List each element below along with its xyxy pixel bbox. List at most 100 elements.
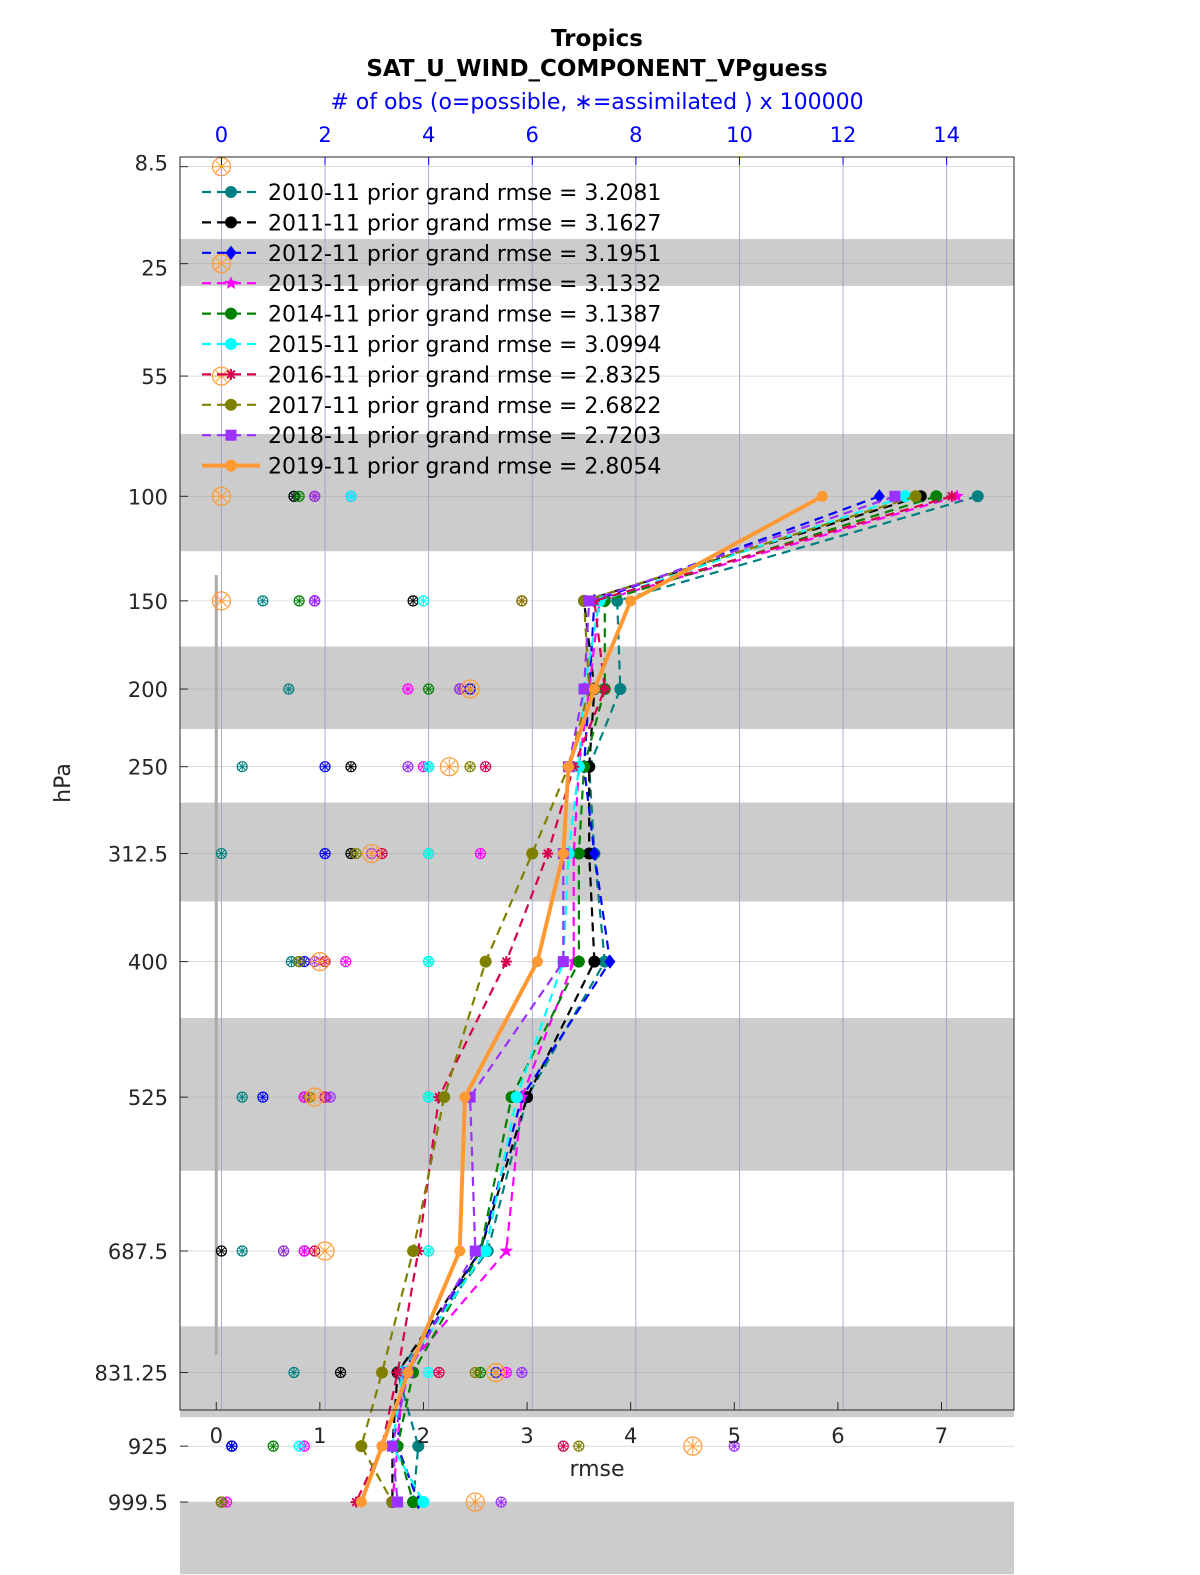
legend-marker [224, 276, 238, 289]
series-point-2017-11 [438, 1091, 451, 1104]
count-assimilated [216, 1497, 226, 1507]
asterisk-stroke [425, 850, 433, 858]
asterisk-stroke [425, 763, 433, 771]
asterisk-stroke [469, 1495, 482, 1509]
asterisk-stroke [425, 685, 433, 693]
series-point-2018-11 [889, 490, 901, 502]
count-assimilated [441, 758, 458, 775]
asterisk-stroke [559, 1442, 567, 1450]
count-assimilated [320, 762, 330, 772]
x-tick-label: 5 [728, 1424, 741, 1448]
asterisk-stroke [295, 492, 303, 500]
legend-entry: 2018-11 prior grand rmse = 2.7203 [268, 424, 661, 449]
count-possible [215, 1496, 228, 1508]
asterisk-stroke [259, 1093, 267, 1101]
count-assimilated [418, 596, 428, 606]
series-point-2010-11 [412, 1440, 425, 1453]
y-tick-label: 55 [141, 365, 168, 389]
asterisk-stroke [686, 1440, 699, 1453]
count-assimilated [424, 849, 434, 859]
count-possible [460, 679, 480, 699]
asterisk-stroke [290, 1368, 298, 1377]
count-possible [211, 254, 232, 274]
legend-marker [225, 459, 237, 472]
count-assimilated [465, 762, 475, 772]
series-point-2010-11 [971, 490, 984, 503]
series-point-2019-11 [563, 761, 575, 773]
count-assimilated [258, 596, 268, 606]
x-tick-label: 6 [831, 1424, 844, 1448]
asterisk-stroke [287, 958, 295, 966]
count-possible [236, 1245, 248, 1257]
legend-marker [225, 398, 237, 411]
count-assimilated [461, 680, 479, 698]
shaded-band [180, 1502, 1014, 1575]
asterisk-stroke [226, 369, 236, 379]
count-assimilated [310, 491, 320, 501]
asterisk-stroke [238, 763, 246, 771]
series-point-2014-11 [407, 1496, 420, 1509]
series-point-2015-11 [417, 1496, 430, 1509]
asterisk-stroke [259, 597, 267, 605]
count-possible [319, 761, 331, 773]
series-point-2012-11 [588, 846, 600, 861]
legend-marker [225, 368, 237, 380]
count-assimilated [496, 1497, 506, 1507]
count-possible [215, 847, 228, 860]
count-possible [324, 1091, 336, 1103]
count-possible [305, 1087, 325, 1107]
series-point-2019-11 [454, 1245, 466, 1257]
legend-entry: 2013-11 prior grand rmse = 3.1332 [268, 272, 661, 297]
count-assimilated [237, 1092, 247, 1102]
asterisk-stroke [730, 1442, 738, 1450]
asterisk-stroke [215, 490, 228, 503]
count-assimilated [216, 1246, 226, 1256]
legend-entry: 2015-11 prior grand rmse = 3.0994 [268, 333, 661, 358]
count-assimilated [336, 1368, 346, 1378]
series-point-2017-11 [376, 1366, 389, 1379]
count-possible [480, 761, 492, 773]
asterisk-stroke [464, 682, 477, 696]
count-assimilated [213, 488, 230, 505]
asterisk-stroke [215, 594, 228, 607]
count-possible [469, 1366, 481, 1379]
asterisk-stroke [947, 491, 957, 501]
count-possible [557, 1440, 569, 1452]
count-assimilated [227, 1441, 237, 1451]
series-point-2018-11 [578, 683, 590, 695]
asterisk-stroke [215, 160, 228, 173]
series-point-2015-11 [510, 1091, 523, 1104]
y-tick-label: 400 [128, 951, 168, 975]
legend-entry: 2014-11 prior grand rmse = 3.1387 [268, 303, 661, 328]
top-axis-label: # of obs (o=possible, ∗=assimilated ) x … [330, 90, 863, 115]
y-tick-label: 925 [128, 1435, 168, 1459]
top-tick-label: 8 [629, 123, 642, 147]
count-possible [226, 1440, 238, 1452]
count-assimilated [294, 596, 304, 606]
asterisk-stroke [489, 1366, 503, 1379]
legend-marker [225, 245, 237, 260]
asterisk-stroke [326, 1093, 334, 1101]
asterisk-stroke [321, 763, 329, 771]
count-possible [309, 595, 321, 607]
count-assimilated [311, 953, 328, 970]
legend-entry: 2011-11 prior grand rmse = 3.1627 [268, 211, 661, 236]
top-tick-label: 10 [726, 123, 753, 147]
observation-counts [211, 157, 740, 1512]
asterisk-stroke [466, 763, 474, 771]
count-possible [310, 951, 330, 972]
y-axis-label: hPa [51, 763, 76, 803]
count-assimilated [424, 762, 434, 772]
asterisk-stroke [295, 1442, 303, 1450]
asterisk-stroke [425, 1093, 433, 1101]
count-assimilated [403, 684, 413, 694]
series-point-2017-11 [355, 1440, 368, 1453]
asterisk-stroke [425, 958, 433, 966]
count-possible [288, 1366, 300, 1379]
asterisk-stroke [471, 1368, 479, 1377]
asterisk-stroke [228, 1442, 236, 1450]
series-point-2016-11 [599, 683, 611, 695]
count-assimilated [294, 1441, 304, 1451]
count-possible [211, 591, 232, 611]
asterisk-stroke [443, 760, 456, 773]
